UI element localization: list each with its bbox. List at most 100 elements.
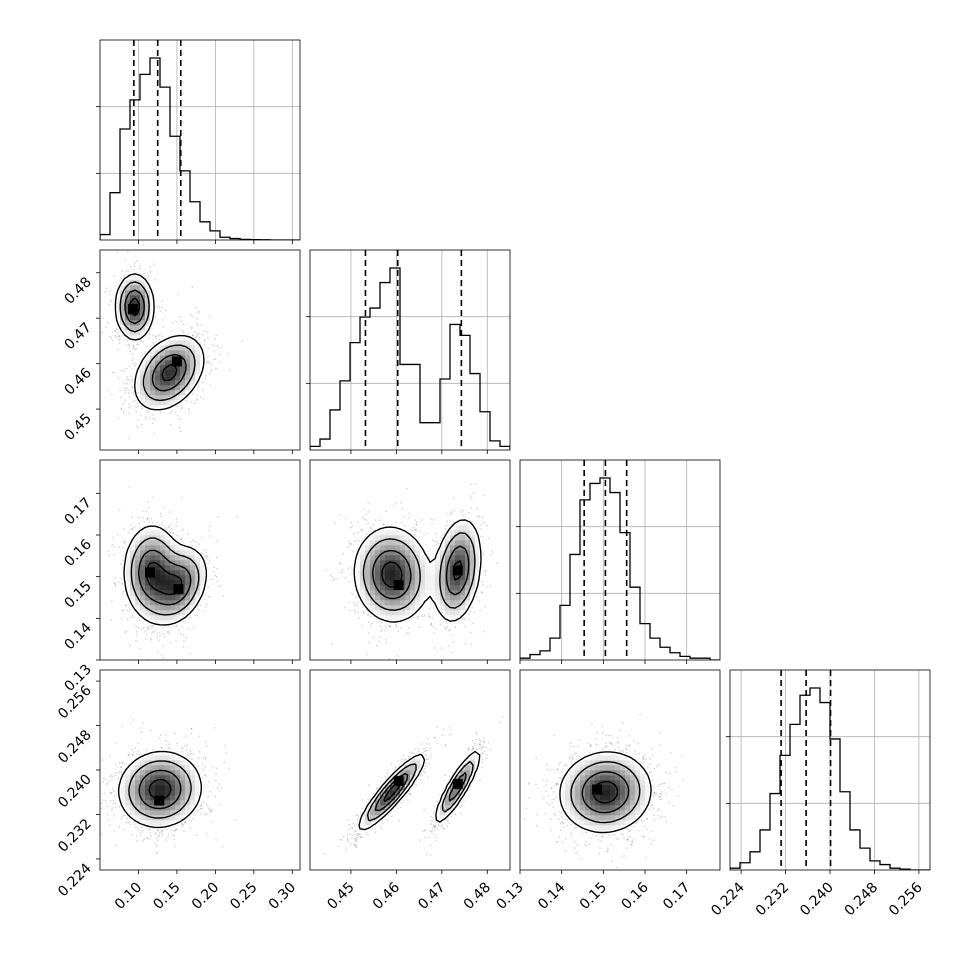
scatter-point: [226, 352, 229, 355]
density-cell: [200, 570, 206, 576]
scatter-point: [129, 350, 131, 353]
scatter-point: [162, 524, 164, 526]
density-cell: [180, 340, 186, 346]
scatter-point: [107, 321, 109, 324]
density-cell: [180, 560, 186, 566]
density-cell: [160, 400, 166, 406]
panel-frame: [99, 39, 301, 241]
scatter-point: [153, 432, 155, 435]
scatter-point: [128, 437, 130, 440]
scatter-point: [136, 343, 138, 346]
scatter-point: [108, 554, 110, 557]
scatter-point: [156, 635, 159, 638]
scatter-point: [122, 555, 124, 558]
scatter-point: [135, 634, 138, 636]
scatter-point: [148, 333, 151, 336]
scatter-point: [161, 335, 164, 338]
scatter-point: [470, 643, 473, 645]
density-cell: [150, 350, 156, 356]
density-cell: [150, 610, 156, 616]
scatter-point: [147, 658, 150, 660]
scatter-point: [128, 396, 131, 399]
density-cell: [135, 290, 141, 296]
scatter-point: [423, 533, 425, 536]
density-cell: [175, 570, 181, 576]
scatter-point: [180, 537, 183, 540]
density-cell: [170, 585, 176, 591]
scatter-point: [179, 418, 182, 420]
scatter-point: [200, 324, 202, 327]
scatter-point: [196, 334, 199, 336]
density-cell: [140, 370, 146, 376]
scatter-point: [141, 510, 144, 513]
scatter-point: [118, 509, 121, 511]
scatter-point: [126, 387, 128, 390]
scatter-point: [354, 611, 356, 614]
scatter-point: [178, 426, 181, 429]
density-cell: [170, 595, 176, 601]
density-cell: [180, 605, 186, 611]
scatter-point: [178, 629, 180, 631]
scatter-point: [161, 626, 164, 629]
density-cell: [175, 345, 181, 351]
scatter-point: [147, 275, 150, 277]
scatter-point: [395, 624, 397, 627]
scatter-point: [330, 643, 333, 645]
density-cell: [155, 540, 161, 546]
scatter-point: [119, 338, 121, 340]
histogram-series-1: [310, 267, 510, 450]
scatter-point: [135, 406, 137, 408]
density-cell: [170, 350, 176, 356]
density-cell: [125, 565, 131, 571]
scatter-point: [204, 330, 206, 332]
density-cell: [150, 360, 156, 366]
scatter-point: [378, 640, 381, 643]
scatter-point: [200, 536, 203, 539]
scatter-point: [140, 628, 143, 631]
density-cell: [140, 590, 146, 596]
scatter-point: [167, 631, 169, 634]
scatter-point: [360, 528, 363, 531]
scatter-point: [141, 407, 143, 410]
scatter-point: [434, 540, 436, 543]
scatter-point: [142, 516, 144, 519]
density-cell: [150, 540, 156, 546]
contour-level-1: [114, 273, 205, 411]
scatter-point: [120, 370, 122, 372]
contour-level-2: [130, 537, 200, 616]
scatter-point: [146, 409, 148, 412]
scatter-point: [116, 335, 119, 338]
scatter-point: [209, 525, 211, 528]
scatter-point: [395, 521, 397, 524]
density-cell: [145, 560, 151, 566]
scatter-point: [175, 640, 177, 642]
scatter-point: [137, 426, 139, 429]
scatter-point: [130, 375, 132, 378]
scatter-point: [127, 378, 130, 381]
scatter-point: [145, 510, 147, 512]
density-cell: [145, 320, 151, 326]
scatter-point: [212, 570, 215, 573]
scatter-point: [211, 369, 213, 371]
density-cell: [155, 610, 161, 616]
density-cell: [160, 355, 166, 361]
scatter-point: [169, 511, 171, 513]
scatter-point: [93, 266, 95, 268]
density-cell: [145, 375, 151, 381]
density-cell: [150, 370, 156, 376]
scatter-point: [385, 510, 388, 513]
scatter-point: [478, 600, 481, 602]
density-cell: [190, 365, 196, 371]
density-cell: [190, 585, 196, 591]
scatter-point: [450, 651, 453, 654]
density-cell: [175, 595, 181, 601]
scatter-point: [483, 630, 485, 633]
density-cell: [140, 565, 146, 571]
density-cell: [185, 350, 191, 356]
density-cell: [180, 580, 186, 586]
density-cell: [190, 575, 196, 581]
scatter-point: [180, 407, 182, 410]
scatter-point: [126, 376, 128, 378]
density-cell: [115, 305, 121, 311]
scatter-point: [368, 621, 370, 623]
